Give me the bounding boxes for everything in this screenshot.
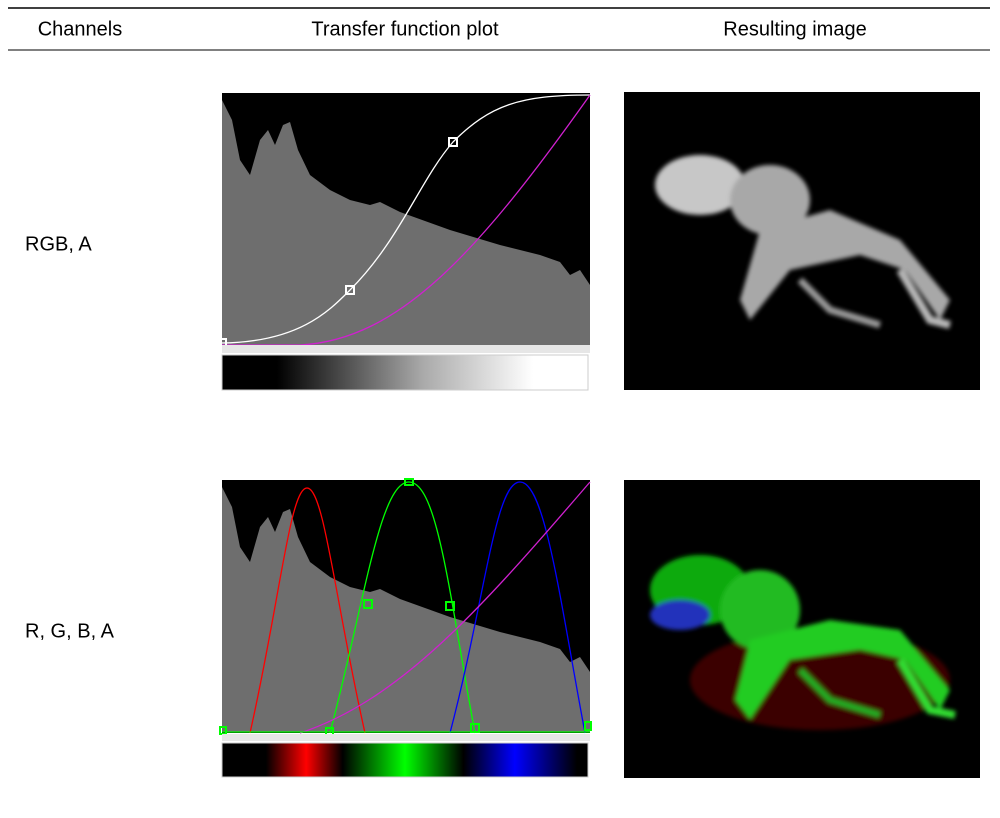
header-image: Resulting image [723, 18, 866, 40]
transfer-plot [220, 479, 591, 777]
result-image [624, 480, 980, 778]
row-label: R, G, B, A [25, 620, 115, 642]
figure-table: Channels Transfer function plot Resultin… [0, 0, 1000, 818]
page: {"table": {"headers": ["Channels", "Tran… [0, 0, 1000, 818]
transfer-plot [219, 93, 590, 390]
result-image [624, 92, 980, 390]
row-label: RGB, A [25, 233, 92, 255]
header-plot: Transfer function plot [311, 18, 499, 40]
header-channels: Channels [38, 18, 123, 40]
